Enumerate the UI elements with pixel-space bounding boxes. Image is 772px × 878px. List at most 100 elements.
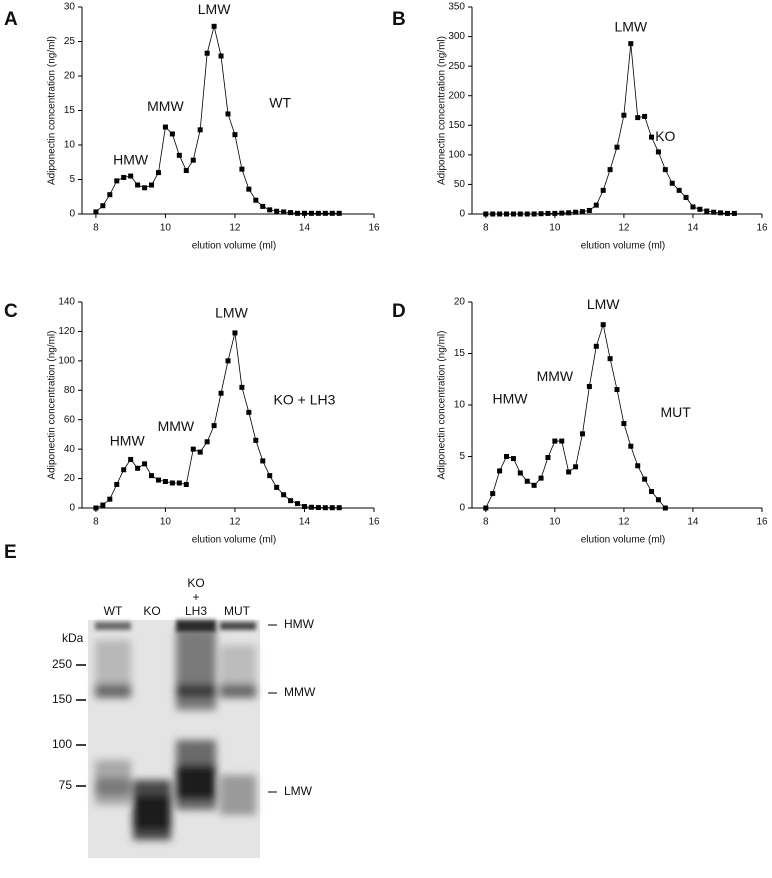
band-label: LMW [284, 784, 313, 798]
data-point [504, 211, 510, 217]
data-point [197, 127, 203, 133]
data-point [288, 210, 294, 216]
x-tick-label: 16 [756, 223, 768, 234]
data-point [483, 505, 489, 511]
data-point [655, 149, 661, 155]
data-point [253, 197, 259, 203]
data-point [107, 192, 113, 198]
y-tick-label: 0 [69, 503, 75, 514]
data-point [218, 390, 224, 396]
data-point [239, 384, 245, 390]
data-point [204, 439, 210, 445]
data-point [107, 496, 113, 502]
data-point [649, 489, 655, 495]
x-axis-label: elution volume (ml) [581, 535, 665, 546]
lane-label: KO [143, 604, 160, 618]
data-point [614, 387, 620, 393]
data-point [566, 210, 572, 216]
data-point [586, 207, 592, 213]
data-point [642, 113, 648, 119]
band-label: HMW [284, 617, 315, 631]
data-point [600, 187, 606, 193]
data-point [121, 467, 127, 473]
data-point [281, 209, 287, 215]
y-tick-label: 200 [448, 90, 465, 101]
annotation: WT [269, 94, 291, 110]
x-tick-label: 14 [299, 223, 311, 234]
x-tick-label: 10 [549, 223, 561, 234]
data-point [114, 481, 120, 487]
x-tick-label: 14 [687, 517, 699, 528]
data-point [559, 438, 565, 444]
lane-label: WT [104, 604, 123, 618]
data-point [176, 480, 182, 486]
lane-label: KO [187, 576, 204, 590]
panel-label: D [392, 301, 406, 322]
data-point [504, 454, 510, 459]
annotation: KO + LH3 [274, 391, 336, 407]
data-point [517, 211, 523, 217]
data-point [538, 211, 544, 217]
marker-unit: kDa [62, 631, 84, 645]
data-point [531, 211, 537, 217]
data-point [149, 473, 155, 479]
data-point [204, 50, 210, 56]
data-point [566, 469, 572, 475]
data-point [142, 185, 148, 191]
data-point [211, 23, 217, 29]
x-tick-label: 14 [687, 223, 699, 234]
y-tick-label: 20 [454, 297, 466, 308]
data-point [490, 491, 496, 497]
data-point [483, 211, 489, 217]
data-point [239, 166, 245, 172]
data-point [121, 174, 127, 180]
y-axis-label: Adiponectin concentration (ng/ml) [437, 36, 448, 185]
band-label: MMW [284, 685, 316, 699]
data-point [142, 461, 148, 467]
data-point [135, 182, 141, 188]
series-line [485, 43, 735, 215]
data-point [621, 112, 627, 118]
y-tick-label: 150 [448, 120, 465, 131]
data-point [669, 180, 675, 186]
marker-label: 75 [59, 778, 73, 792]
data-point [593, 202, 599, 208]
x-tick-label: 10 [549, 517, 561, 528]
y-tick-label: 5 [69, 174, 75, 185]
x-tick-label: 8 [483, 517, 489, 528]
data-point [586, 383, 592, 389]
data-point [573, 464, 579, 470]
data-point [190, 446, 196, 452]
data-point [662, 505, 668, 511]
data-point [531, 482, 537, 488]
lane-label: LH3 [185, 604, 207, 618]
y-axis-label: Adiponectin concentration (ng/ml) [47, 36, 58, 185]
data-point [93, 209, 99, 215]
data-point [308, 210, 314, 216]
data-point [545, 455, 551, 461]
panel-label: B [392, 9, 406, 30]
data-point [322, 505, 328, 511]
data-point [260, 458, 266, 464]
data-point [635, 463, 641, 469]
y-axis-label: Adiponectin concentration (ng/ml) [437, 331, 448, 480]
y-tick-label: 10 [454, 400, 466, 411]
data-point [538, 475, 544, 481]
data-point [336, 505, 342, 511]
x-tick-label: 16 [368, 517, 380, 528]
x-tick-label: 12 [618, 223, 630, 234]
data-point [690, 204, 696, 210]
data-point [559, 210, 565, 216]
data-point [128, 173, 134, 179]
x-axis-label: elution volume (ml) [192, 241, 276, 252]
y-tick-label: 10 [64, 140, 76, 151]
y-tick-label: 100 [448, 149, 465, 160]
annotation: HMW [110, 432, 146, 448]
marker-label: 150 [52, 692, 72, 706]
data-point [246, 186, 252, 192]
data-point [295, 501, 301, 507]
data-point [232, 330, 238, 336]
series-line [95, 332, 340, 509]
data-point [232, 132, 238, 138]
data-point [267, 473, 273, 479]
